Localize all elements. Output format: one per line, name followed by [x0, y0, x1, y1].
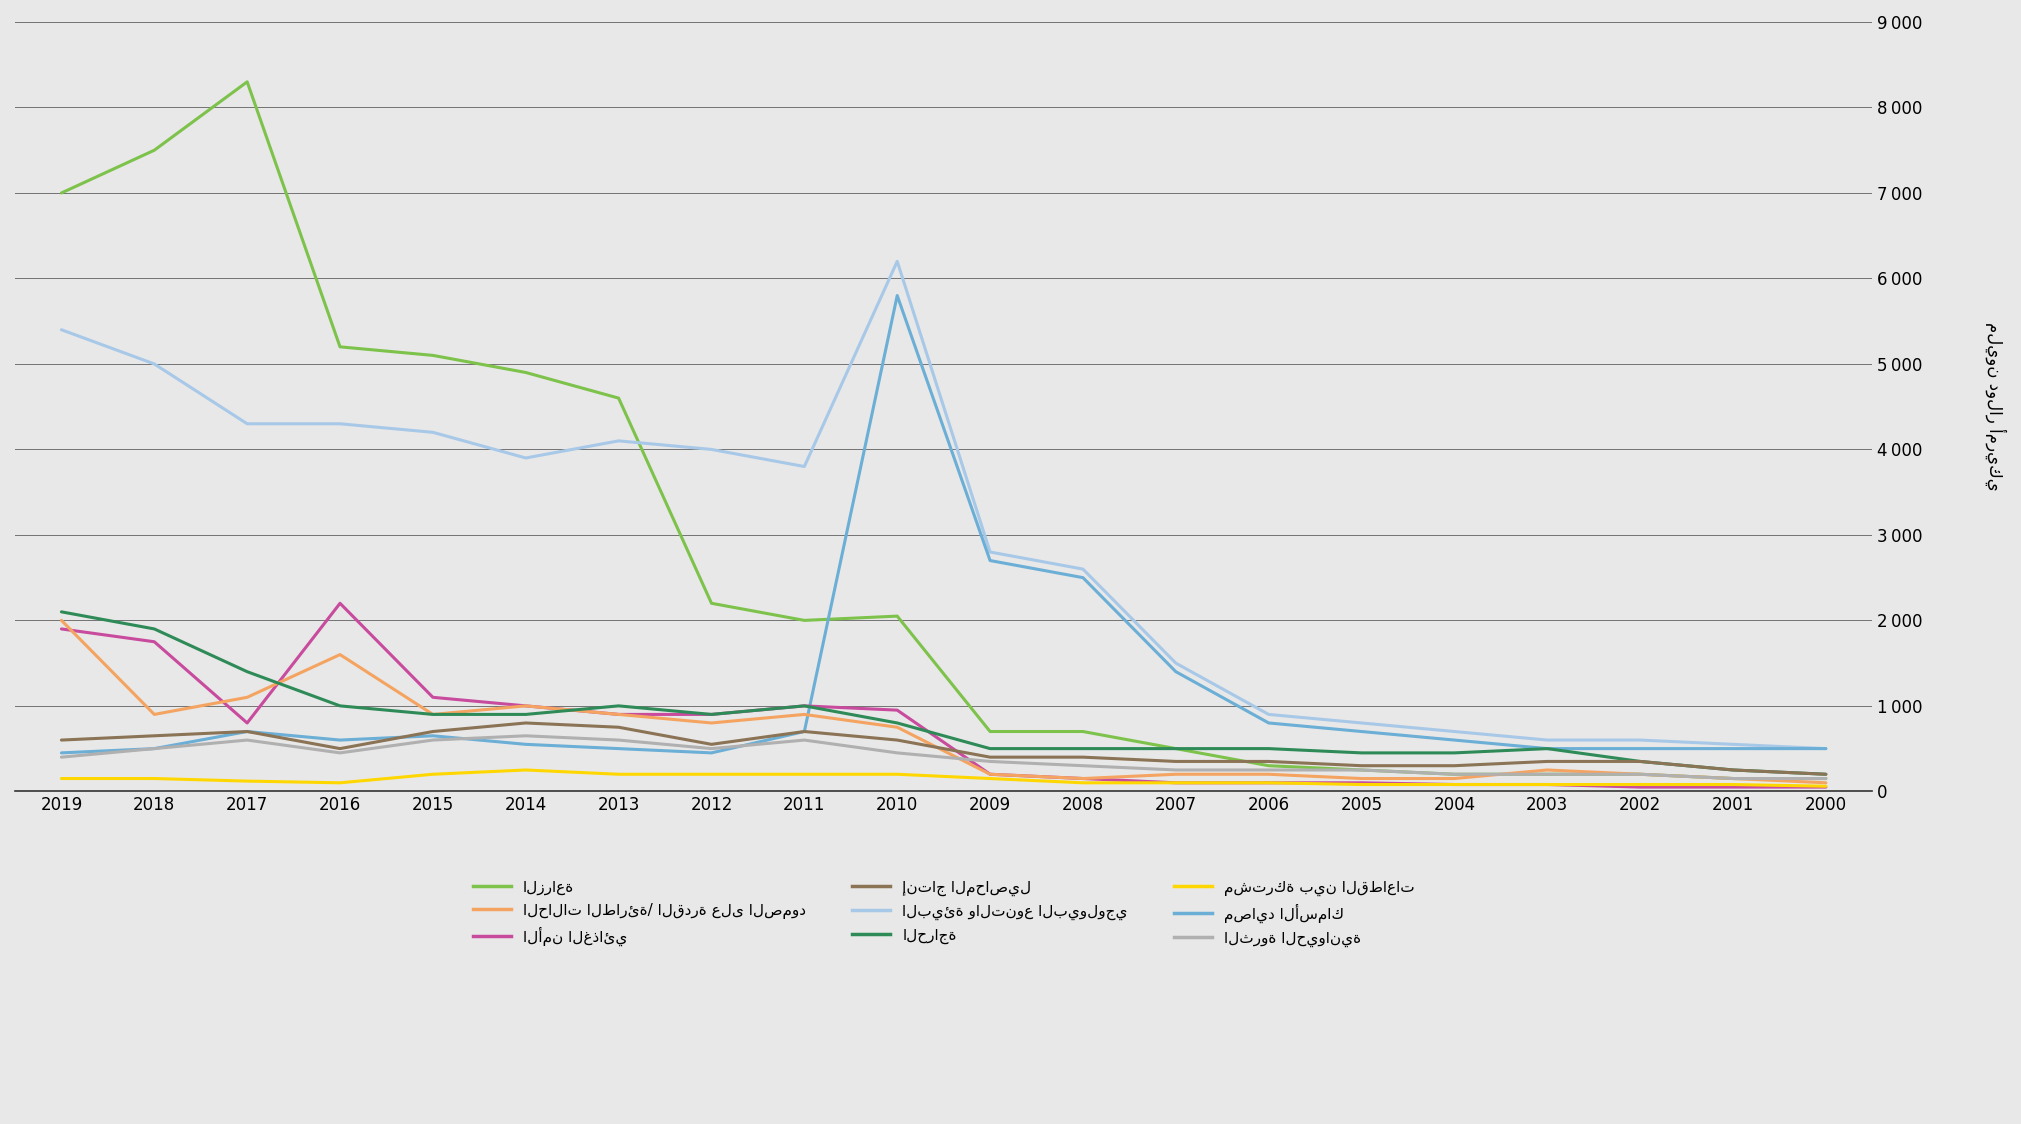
Legend: الزراعة, الحالات الطارئة/ القدرة على الصمود, الأمن الغذائي, إنتاج المحاصيل, البي: الزراعة, الحالات الطارئة/ القدرة على الص…: [467, 873, 1421, 953]
Y-axis label: مليون دولار أمريكي: مليون دولار أمريكي: [1985, 323, 2007, 491]
